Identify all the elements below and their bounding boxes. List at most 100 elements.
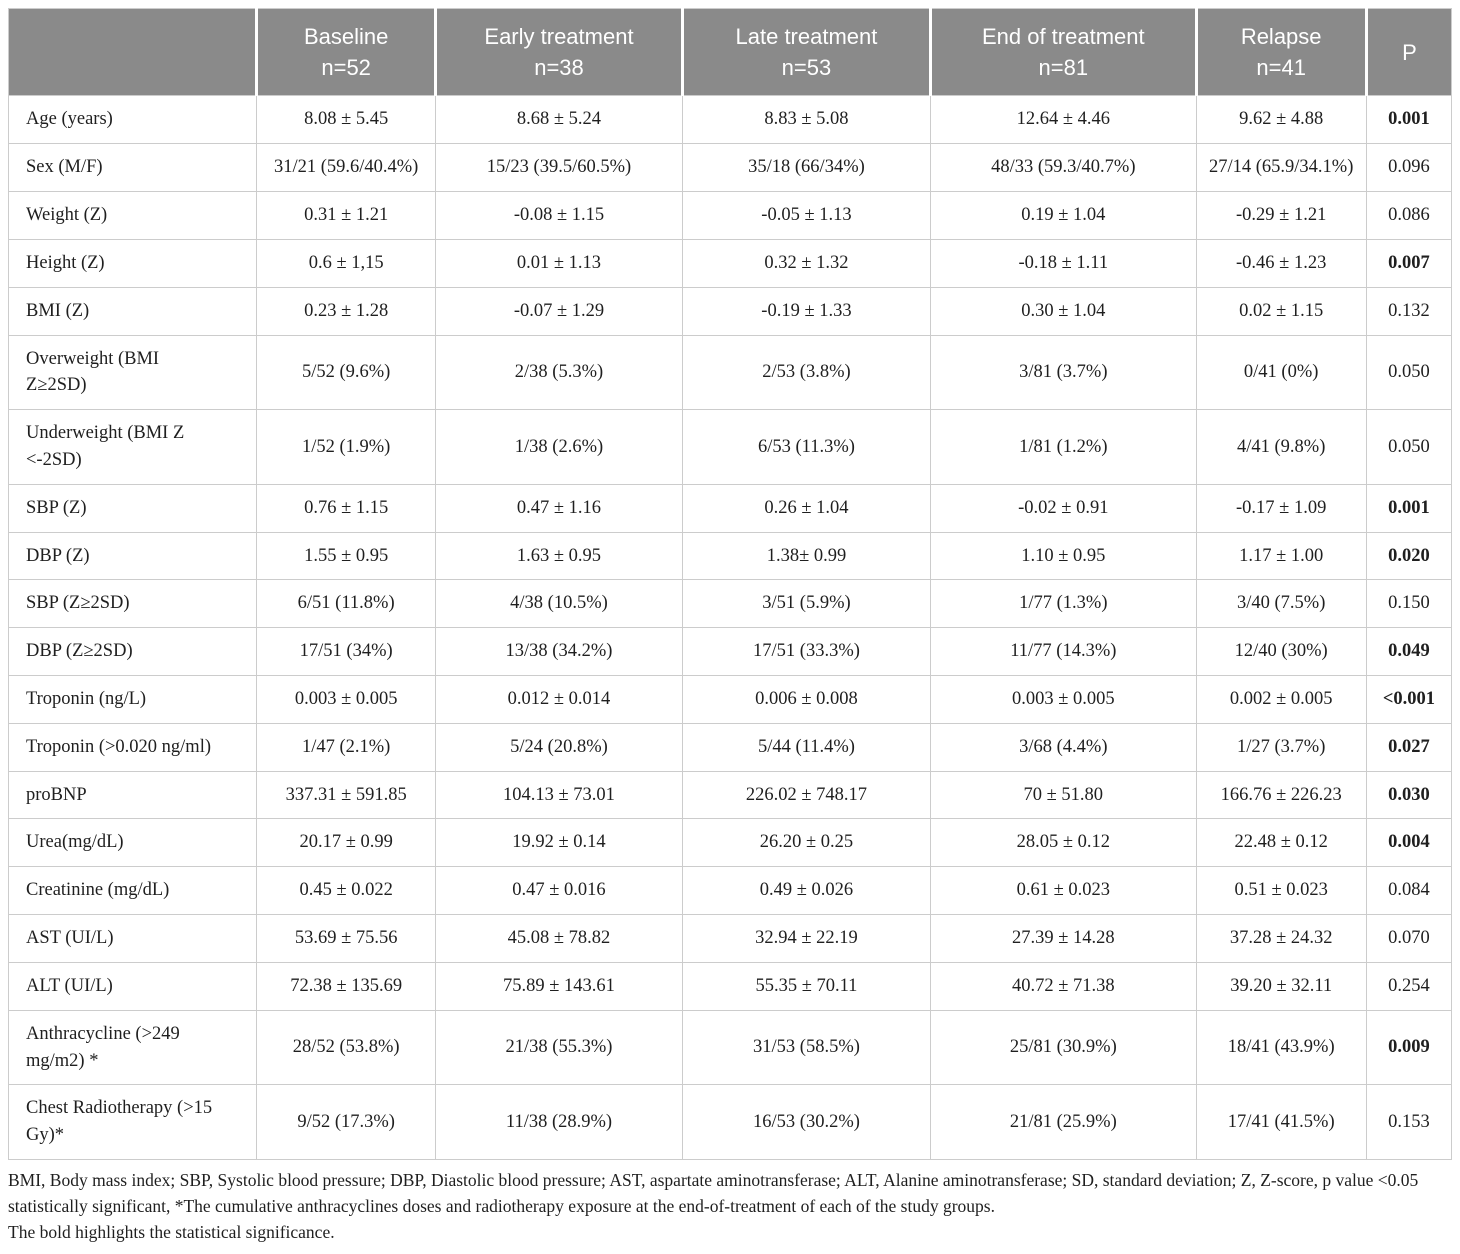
value-cell: 5/52 (9.6%) bbox=[256, 334, 437, 411]
table-row: Overweight (BMI Z≥2SD) 5/52 (9.6%) 2/38 (5… bbox=[7, 334, 1453, 411]
column-header-n-count: n=38 bbox=[534, 55, 584, 81]
p-value-cell: 0.001 bbox=[1365, 483, 1453, 533]
value-cell: -0.02 ± 0.91 bbox=[930, 483, 1197, 533]
row-label-cell: DBP (Z) bbox=[7, 531, 258, 581]
column-header-label: Late treatment bbox=[735, 24, 878, 49]
value-cell: 0.61 ± 0.023 bbox=[930, 866, 1197, 916]
value-cell: 17/51 (34%) bbox=[256, 627, 437, 677]
row-label-cell: DBP (Z≥2SD) bbox=[7, 627, 258, 677]
value-cell: 22.48 ± 0.12 bbox=[1195, 818, 1367, 868]
column-header-n-count: n=41 bbox=[1256, 55, 1306, 81]
value-cell: 19.92 ± 0.14 bbox=[435, 818, 683, 868]
value-cell: 21/81 (25.9%) bbox=[930, 1084, 1197, 1160]
p-value-cell: 0.132 bbox=[1365, 286, 1453, 336]
value-cell: 0.32 ± 1.32 bbox=[681, 238, 932, 288]
column-header-n-count: n=81 bbox=[1038, 55, 1089, 81]
table-row: Chest Radiotherapy (>15 Gy)* 9/52 (17.3%)… bbox=[7, 1084, 1453, 1160]
value-cell: 8.83 ± 5.08 bbox=[681, 95, 932, 145]
value-cell: 2/53 (3.8%) bbox=[681, 334, 932, 411]
p-value-cell: 0.254 bbox=[1365, 961, 1453, 1011]
table-body: Age (years) 8.08 ± 5.45 8.68 ± 5.24 8.83 ± … bbox=[7, 95, 1453, 1160]
value-cell: 17/51 (33.3%) bbox=[681, 627, 932, 677]
value-cell: 75.89 ± 143.61 bbox=[435, 961, 683, 1011]
value-cell: 1/27 (3.7%) bbox=[1195, 722, 1367, 772]
value-cell: 28.05 ± 0.12 bbox=[930, 818, 1197, 868]
column-header-baseline: Baseline n=52 bbox=[256, 8, 438, 96]
column-header-label: End of treatment bbox=[981, 24, 1145, 49]
value-cell: 25/81 (30.9%) bbox=[930, 1009, 1197, 1086]
table-row: DBP (Z≥2SD) 17/51 (34%) 13/38 (34.2%) 17/51… bbox=[7, 627, 1453, 677]
column-header-label: P bbox=[1402, 39, 1417, 65]
value-cell: 337.31 ± 591.85 bbox=[256, 770, 437, 820]
value-cell: 16/53 (30.2%) bbox=[681, 1084, 932, 1160]
table-row: ALT (UI/L) 72.38 ± 135.69 75.89 ± 143.61 55… bbox=[7, 961, 1453, 1011]
value-cell: 17/41 (41.5%) bbox=[1195, 1084, 1367, 1160]
value-cell: 39.20 ± 32.11 bbox=[1195, 961, 1367, 1011]
value-cell: 0.003 ± 0.005 bbox=[256, 675, 437, 724]
value-cell: 1.55 ± 0.95 bbox=[256, 531, 437, 581]
p-value-cell: <0.001 bbox=[1365, 675, 1453, 724]
p-value-cell: 0.009 bbox=[1365, 1009, 1453, 1086]
column-header-label: Baseline bbox=[303, 24, 389, 49]
row-label-cell: Underweight (BMI Z <-2SD) bbox=[7, 409, 258, 485]
row-label-cell: SBP (Z≥2SD) bbox=[7, 579, 258, 629]
p-value-cell: 0.096 bbox=[1365, 143, 1453, 193]
table-row: Troponin (>0.020 ng/ml) 1/47 (2.1%) 5/24 (… bbox=[7, 722, 1453, 772]
value-cell: 3/68 (4.4%) bbox=[930, 722, 1197, 772]
p-value-cell: 0.084 bbox=[1365, 866, 1453, 916]
value-cell: 0.23 ± 1.28 bbox=[256, 286, 437, 336]
value-cell: 8.68 ± 5.24 bbox=[435, 95, 683, 145]
column-header-relapse: Relapse n=41 bbox=[1196, 8, 1368, 96]
row-label-cell: SBP (Z) bbox=[7, 483, 258, 533]
value-cell: 31/53 (58.5%) bbox=[681, 1009, 932, 1086]
value-cell: 6/51 (11.8%) bbox=[256, 579, 437, 629]
table-row: SBP (Z) 0.76 ± 1.15 0.47 ± 1.16 0.26 ± 1.04… bbox=[7, 483, 1453, 533]
value-cell: 0.006 ± 0.008 bbox=[681, 675, 932, 724]
value-cell: 0.45 ± 0.022 bbox=[256, 866, 437, 916]
value-cell: -0.29 ± 1.21 bbox=[1195, 191, 1367, 240]
value-cell: 12/40 (30%) bbox=[1195, 627, 1367, 677]
value-cell: -0.08 ± 1.15 bbox=[435, 191, 683, 240]
value-cell: 32.94 ± 22.19 bbox=[681, 914, 932, 963]
value-cell: 4/38 (10.5%) bbox=[435, 579, 683, 629]
value-cell: 0.49 ± 0.026 bbox=[681, 866, 932, 916]
row-label-cell: Anthracycline (>249 mg/m2) * bbox=[7, 1009, 258, 1086]
column-header-empty bbox=[8, 8, 259, 96]
value-cell: 18/41 (43.9%) bbox=[1195, 1009, 1367, 1086]
value-cell: -0.46 ± 1.23 bbox=[1195, 238, 1367, 288]
value-cell: 28/52 (53.8%) bbox=[256, 1009, 437, 1086]
row-label-cell: Height (Z) bbox=[7, 238, 258, 288]
row-label-cell: Troponin (ng/L) bbox=[7, 675, 258, 724]
value-cell: -0.07 ± 1.29 bbox=[435, 286, 683, 336]
value-cell: 9/52 (17.3%) bbox=[256, 1084, 437, 1160]
value-cell: -0.19 ± 1.33 bbox=[681, 286, 932, 336]
row-label-cell: BMI (Z) bbox=[7, 286, 258, 336]
row-label-cell: Urea(mg/dL) bbox=[7, 818, 258, 868]
table-row: Sex (M/F) 31/21 (59.6/40.4%) 15/23 (39.5/6… bbox=[7, 143, 1453, 193]
value-cell: 3/40 (7.5%) bbox=[1195, 579, 1367, 629]
row-label-cell: AST (UI/L) bbox=[7, 914, 258, 963]
column-header-label: Relapse bbox=[1240, 24, 1322, 49]
value-cell: 0.76 ± 1.15 bbox=[256, 483, 437, 533]
p-value-cell: 0.050 bbox=[1365, 334, 1453, 411]
column-header-p: P bbox=[1366, 8, 1452, 96]
table-row: Urea(mg/dL) 20.17 ± 0.99 19.92 ± 0.14 26.20… bbox=[7, 818, 1453, 868]
value-cell: -0.18 ± 1.11 bbox=[930, 238, 1197, 288]
value-cell: 0.01 ± 1.13 bbox=[435, 238, 683, 288]
value-cell: 11/77 (14.3%) bbox=[930, 627, 1197, 677]
p-value-cell: 0.070 bbox=[1365, 914, 1453, 963]
value-cell: 0.47 ± 1.16 bbox=[435, 483, 683, 533]
value-cell: 1/38 (2.6%) bbox=[435, 409, 683, 485]
value-cell: 37.28 ± 24.32 bbox=[1195, 914, 1367, 963]
value-cell: 1.38± 0.99 bbox=[681, 531, 932, 581]
p-value-cell: 0.153 bbox=[1365, 1084, 1453, 1160]
value-cell: 31/21 (59.6/40.4%) bbox=[256, 143, 437, 193]
value-cell: 26.20 ± 0.25 bbox=[681, 818, 932, 868]
table-row: Troponin (ng/L) 0.003 ± 0.005 0.012 ± 0.01… bbox=[7, 675, 1453, 724]
p-value-cell: 0.086 bbox=[1365, 191, 1453, 240]
table-row: Height (Z) 0.6 ± 1,15 0.01 ± 1.13 0.32 ± 1.… bbox=[7, 238, 1453, 288]
p-value-cell: 0.027 bbox=[1365, 722, 1453, 772]
value-cell: 1/52 (1.9%) bbox=[256, 409, 437, 485]
p-value-cell: 0.150 bbox=[1365, 579, 1453, 629]
value-cell: 0.02 ± 1.15 bbox=[1195, 286, 1367, 336]
